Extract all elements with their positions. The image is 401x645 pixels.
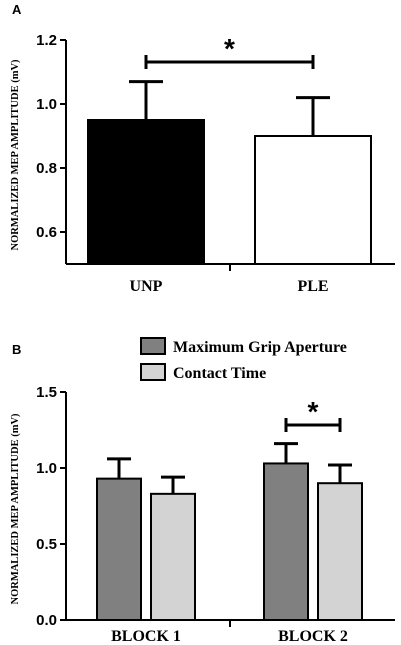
panel-a-chart: 0.6 0.8 1.0 1.2 NORMALIZED MEP AMPLITUDE (mV… xyxy=(10,32,395,295)
legend-swatch-1 xyxy=(140,363,166,381)
legend-label-0: Maximum Grip Aperture xyxy=(173,339,347,356)
bar-b-series0-cat1 xyxy=(263,462,309,621)
y-axis-label-b: NORMALIZED MEP AMPLITUDE (mV) xyxy=(10,413,21,605)
bar-a-unp xyxy=(87,119,205,265)
legend-swatch-0 xyxy=(140,337,166,355)
y-tick-label-b: 1.0 xyxy=(36,460,57,477)
y-axis-label-a: NORMALIZED MEP AMPLITUDE (mV) xyxy=(10,59,21,251)
bar-b-series0-cat0 xyxy=(96,477,142,622)
y-tick-label-b: 0.5 xyxy=(36,536,57,553)
y-tick-label-a: 1.2 xyxy=(36,32,57,49)
significance-star-a: * xyxy=(224,33,235,64)
y-tick-label-a: 0.8 xyxy=(36,160,57,177)
bar-b-series1-cat0 xyxy=(150,492,196,621)
y-tick-label-b: 1.5 xyxy=(36,384,57,401)
panel-a-letter: A xyxy=(12,2,22,17)
category-label-b: BLOCK 1 xyxy=(111,628,181,645)
y-tick-label-a: 0.6 xyxy=(36,224,57,241)
category-label-a: PLE xyxy=(297,278,328,295)
bar-b-series1-cat1 xyxy=(317,482,363,622)
category-label-a: UNP xyxy=(130,278,163,295)
panel-b-letter: B xyxy=(12,342,21,357)
bar-a-ple xyxy=(254,135,372,265)
significance-star-b: * xyxy=(308,396,319,427)
y-tick-label-a: 1.0 xyxy=(36,96,57,113)
category-label-b: BLOCK 2 xyxy=(278,628,348,645)
panel-b-chart: 0.0 0.5 1.0 1.5 NORMALIZED MEP AMPLITUDE (mV… xyxy=(10,337,395,645)
y-tick-label-b: 0.0 xyxy=(36,612,57,629)
legend-label-1: Contact Time xyxy=(173,365,266,382)
